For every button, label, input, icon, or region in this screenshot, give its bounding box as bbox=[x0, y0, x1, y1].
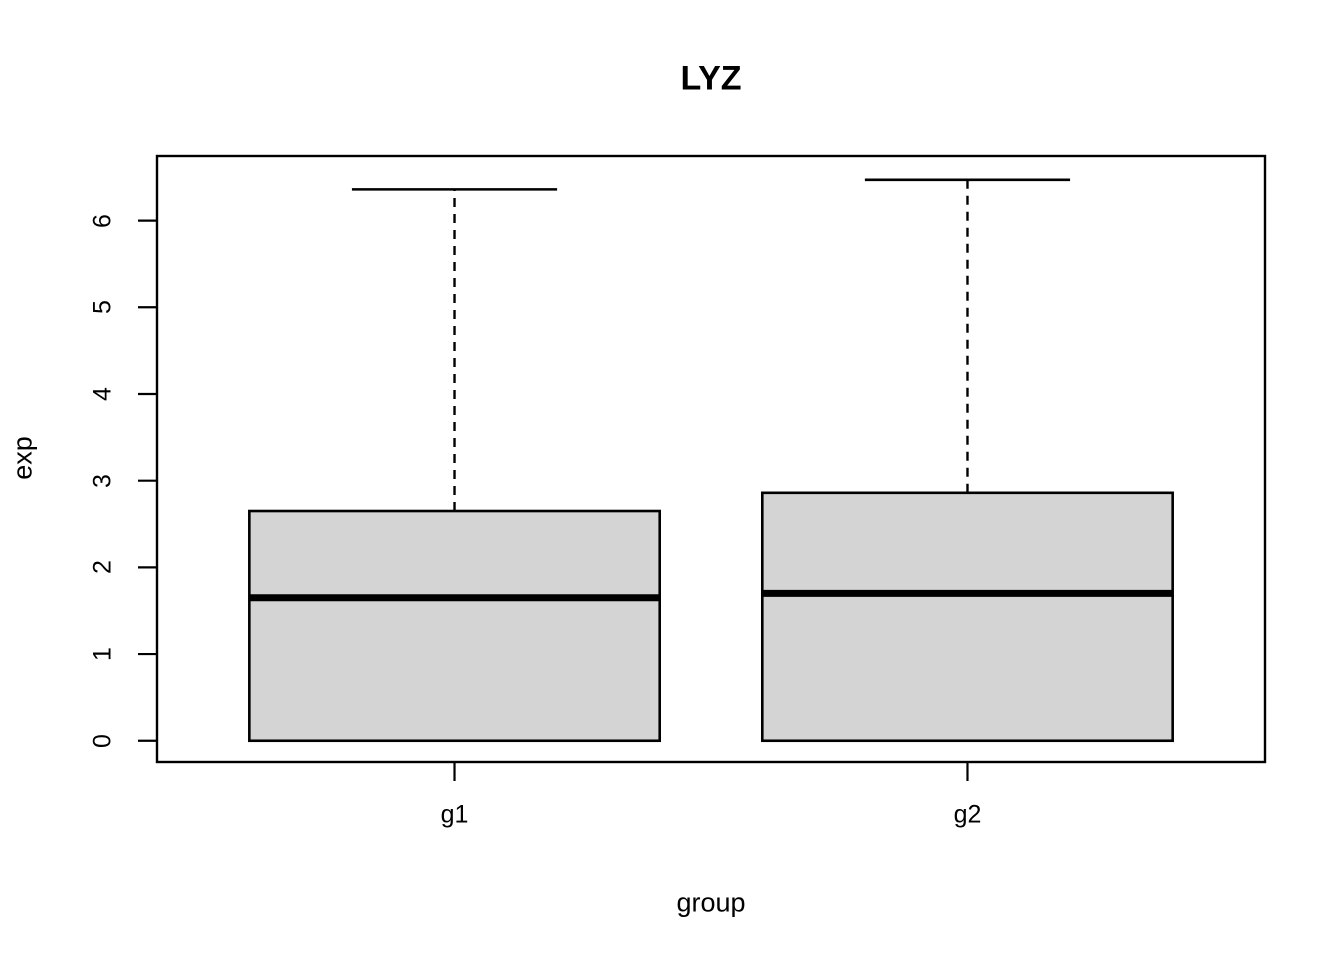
x-tick-label-g1: g1 bbox=[440, 800, 469, 829]
y-tick-label-2: 2 bbox=[88, 560, 117, 575]
y-tick-label-4: 4 bbox=[88, 387, 117, 401]
iqr-box bbox=[760, 491, 1174, 743]
y-tick-label-5: 5 bbox=[88, 300, 117, 315]
plot-border bbox=[155, 154, 1267, 764]
chart-title: LYZ bbox=[680, 59, 742, 98]
y-tick-label-3: 3 bbox=[88, 473, 117, 488]
iqr-box bbox=[248, 509, 662, 743]
y-tick-label-0: 0 bbox=[88, 733, 117, 748]
box-g1 bbox=[248, 188, 662, 743]
box-g2 bbox=[760, 178, 1174, 743]
y-axis-label: exp bbox=[7, 436, 38, 480]
y-tick-label-6: 6 bbox=[88, 213, 117, 228]
y-axis-ticks bbox=[138, 219, 157, 742]
y-tick-label-1: 1 bbox=[88, 647, 117, 662]
x-tick-label-g2: g2 bbox=[953, 800, 982, 829]
x-axis-label: group bbox=[676, 887, 746, 918]
x-axis-ticks bbox=[453, 762, 969, 781]
